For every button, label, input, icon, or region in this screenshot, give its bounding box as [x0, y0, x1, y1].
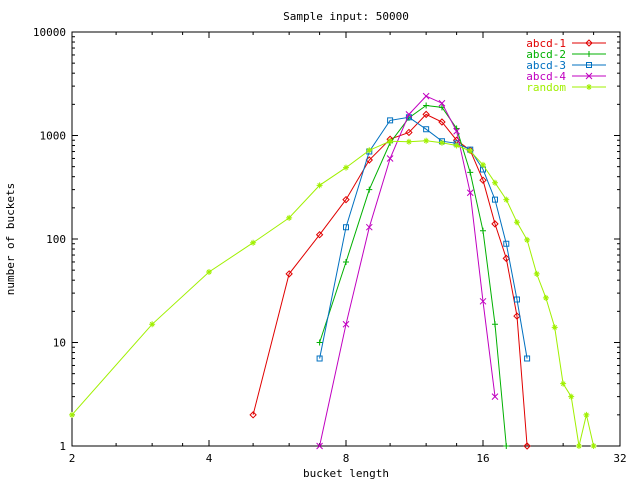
- data-point-abcd-1: [502, 254, 510, 263]
- data-point-abcd-1: [405, 128, 413, 137]
- data-point-abcd-4: [479, 297, 487, 305]
- data-point-random: [316, 182, 323, 189]
- data-point-abcd-1: [342, 195, 350, 204]
- y-tick-label: 1000: [40, 130, 67, 143]
- data-point-random: [503, 196, 510, 203]
- data-point-abcd-4: [491, 393, 499, 400]
- data-point-abcd-3: [503, 240, 510, 247]
- legend-marker-abcd-4: [585, 72, 593, 80]
- data-point-random: [551, 324, 558, 331]
- data-point-abcd-3: [513, 296, 520, 303]
- x-tick-label: 2: [69, 452, 76, 465]
- y-tick-label: 1: [59, 440, 66, 453]
- data-point-abcd-4: [466, 189, 474, 197]
- data-point-abcd-1: [479, 176, 487, 184]
- data-point-random: [533, 270, 540, 277]
- data-point-abcd-1: [438, 118, 446, 126]
- x-axis-label: bucket length: [303, 467, 389, 480]
- data-point-abcd-3: [316, 355, 323, 362]
- data-point-random: [583, 411, 590, 418]
- plot-area-border: [71, 31, 621, 447]
- data-point-abcd-2: [423, 102, 430, 109]
- data-point-random: [524, 236, 531, 243]
- data-point-random: [438, 139, 445, 146]
- data-point-random: [387, 138, 394, 145]
- legend-label-abcd-1: abcd-1: [526, 37, 566, 50]
- data-point-abcd-4: [422, 92, 430, 100]
- data-point-random: [405, 138, 412, 145]
- x-tick-label: 8: [343, 452, 350, 465]
- data-point-random: [480, 161, 486, 168]
- data-point-abcd-4: [453, 127, 460, 135]
- series-line-abcd-3: [319, 116, 528, 359]
- data-point-abcd-1: [491, 220, 499, 228]
- data-point-abcd-2: [503, 443, 510, 449]
- data-point-abcd-1: [285, 270, 293, 278]
- data-point-abcd-2: [366, 186, 373, 193]
- data-point-abcd-3: [343, 224, 349, 231]
- data-point-abcd-3: [491, 196, 498, 203]
- data-point-abcd-1: [523, 442, 531, 450]
- data-point-abcd-1: [249, 411, 257, 419]
- legend-label-abcd-4: abcd-4: [526, 70, 566, 83]
- data-point-random: [366, 147, 373, 154]
- data-point-abcd-2: [480, 227, 486, 234]
- axes: 2 4 8 16 32 1 10 100 1000 10000: [33, 26, 627, 465]
- data-point-random: [149, 321, 156, 328]
- data-point-abcd-1: [513, 312, 521, 320]
- data-point-abcd-4: [438, 99, 446, 107]
- data-point-random: [206, 268, 212, 275]
- data-point-random: [423, 137, 430, 144]
- data-point-abcd-1: [422, 110, 430, 119]
- data-point-abcd-2: [316, 339, 323, 346]
- y-tick-label: 10000: [33, 26, 66, 39]
- series-group: [69, 92, 597, 450]
- y-tick-label: 100: [46, 233, 66, 246]
- legend-label-abcd-2: abcd-2: [526, 48, 566, 61]
- data-point-random: [568, 393, 575, 400]
- series-line-abcd-2: [319, 104, 507, 447]
- data-point-random: [343, 164, 349, 171]
- data-point-abcd-3: [423, 126, 430, 133]
- legend-marker-abcd-3: [586, 62, 592, 68]
- x-tick-label: 32: [613, 452, 626, 465]
- series-line-abcd-1: [252, 113, 528, 447]
- y-tick-label: 10: [53, 337, 66, 350]
- data-point-random: [560, 380, 567, 387]
- data-point-abcd-4: [342, 320, 350, 328]
- data-point-abcd-4: [405, 111, 413, 118]
- data-point-abcd-2: [491, 321, 498, 328]
- data-point-random: [542, 294, 549, 301]
- data-point-abcd-3: [387, 117, 394, 124]
- legend-label-abcd-3: abcd-3: [526, 59, 566, 72]
- data-point-abcd-4: [386, 155, 394, 162]
- data-point-random: [590, 443, 597, 449]
- x-tick-label: 16: [476, 452, 489, 465]
- data-point-abcd-4: [365, 223, 373, 231]
- data-point-random: [513, 219, 520, 226]
- data-point-random: [491, 179, 498, 186]
- data-point-random: [453, 142, 460, 149]
- data-point-random: [286, 214, 293, 221]
- data-point-abcd-2: [467, 169, 474, 176]
- legend-marker-abcd-2: [586, 51, 592, 57]
- data-point-abcd-4: [316, 442, 323, 450]
- chart-title: Sample input: 50000: [283, 10, 409, 23]
- data-point-abcd-1: [315, 231, 324, 239]
- data-point-random: [250, 239, 257, 246]
- data-point-random: [69, 411, 75, 418]
- legend-marker-random: [586, 84, 592, 90]
- data-point-abcd-3: [524, 355, 531, 362]
- y-axis-label: number of buckets: [4, 183, 17, 296]
- data-point-random: [575, 443, 582, 449]
- x-tick-label: 4: [206, 452, 213, 465]
- data-point-random: [467, 147, 474, 154]
- legend-label-random: random: [526, 81, 566, 94]
- legend-marker-abcd-1: [585, 39, 593, 47]
- data-point-abcd-2: [343, 258, 349, 265]
